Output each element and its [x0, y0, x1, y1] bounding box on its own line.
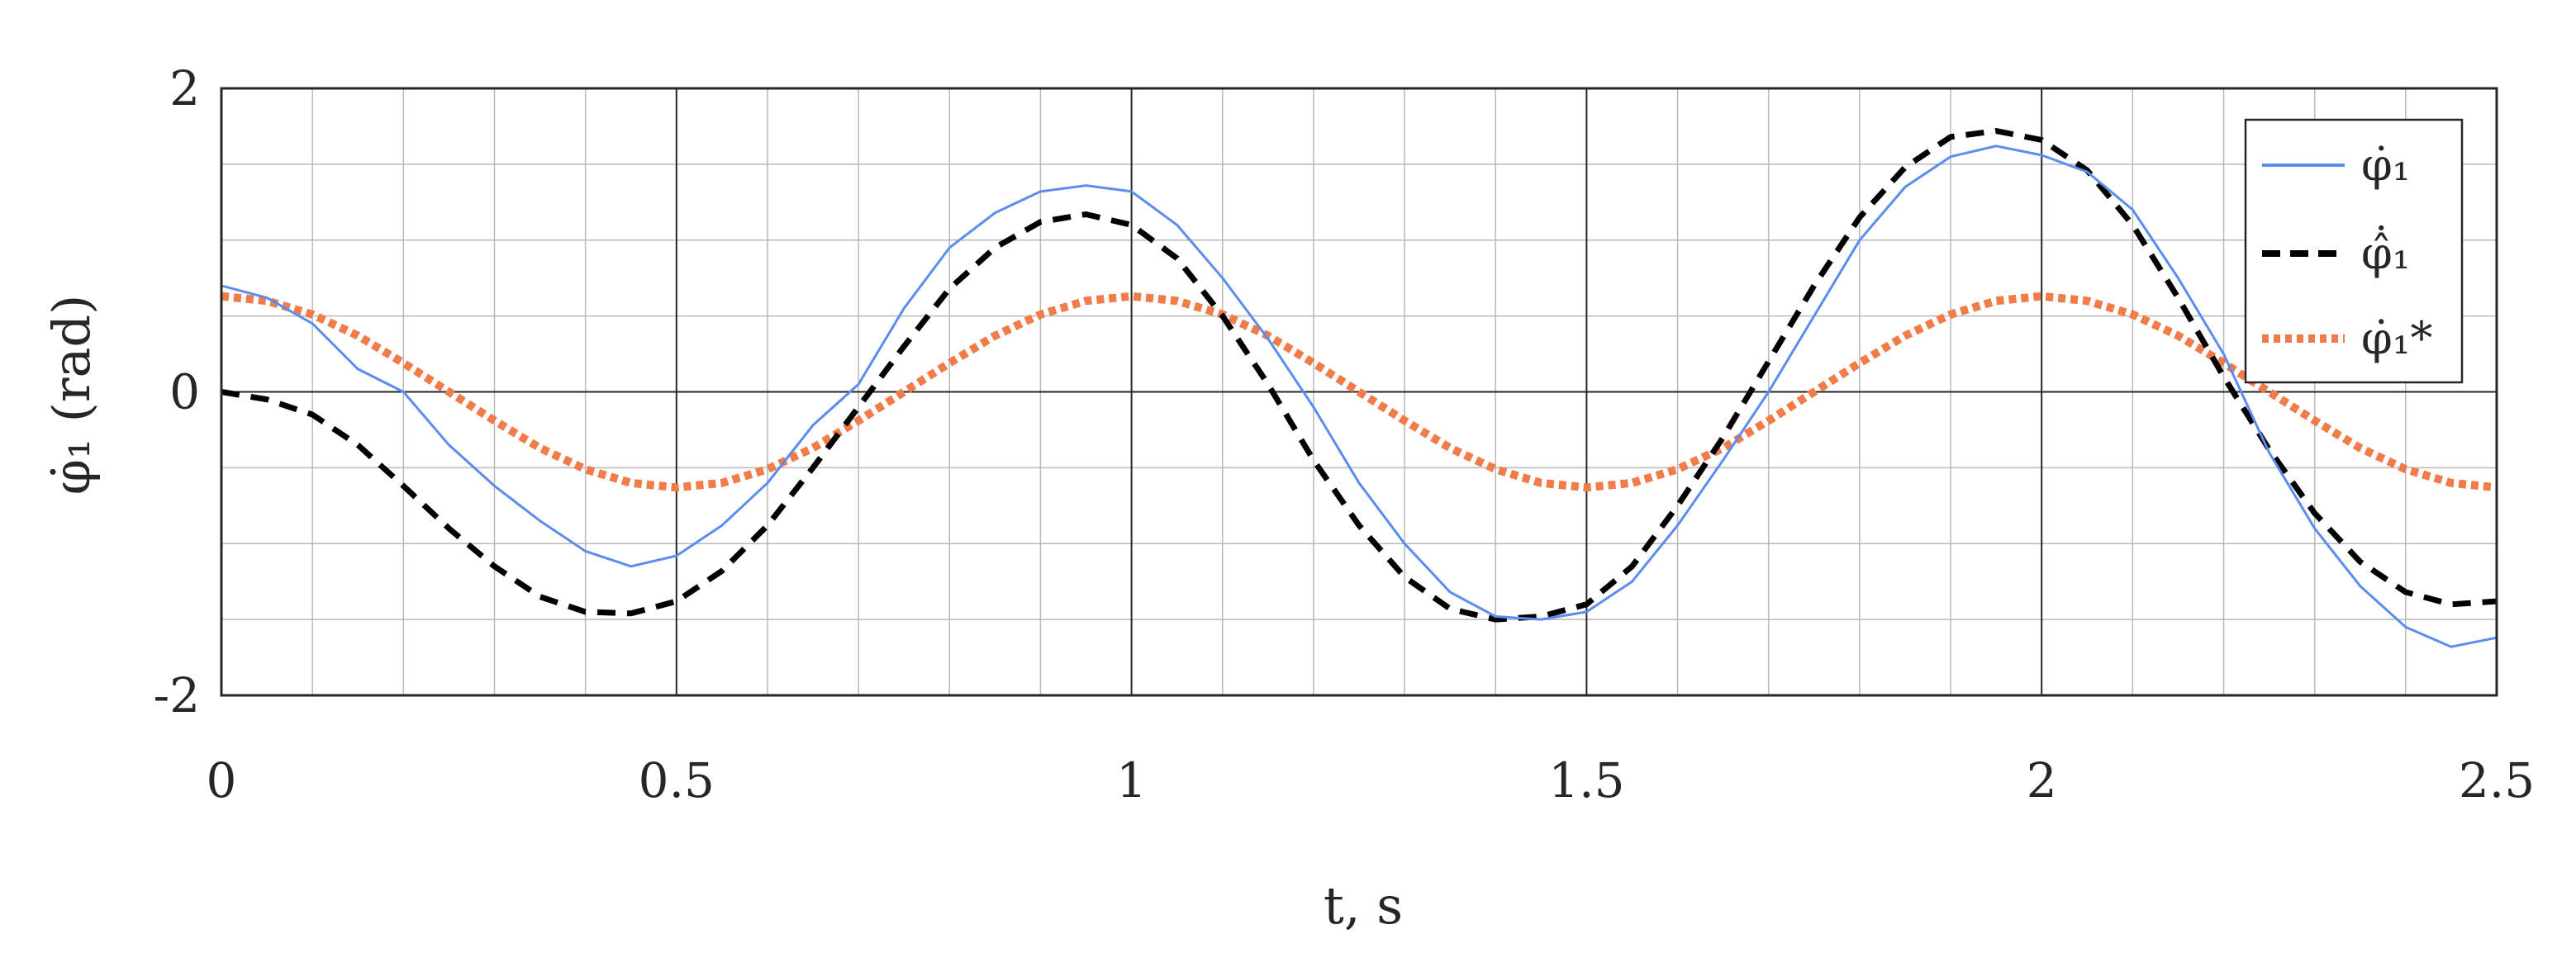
x-tick-label: 2.5	[2459, 752, 2535, 808]
x-tick-label: 0.5	[639, 752, 715, 808]
x-axis-label: t, s	[1324, 875, 1403, 936]
series-line-1	[221, 145, 2498, 648]
x-tick-label: 1	[1116, 752, 1147, 808]
plot-frame	[220, 87, 2498, 697]
x-tick-label: 0	[207, 752, 237, 808]
legend: φ̇₁ φ̂̇₁ φ̇₁*	[2244, 118, 2464, 384]
x-tick-labels: 0 0.5 1 1.5 2 2.5	[207, 752, 2536, 808]
legend-label-2: φ̂̇₁	[2361, 225, 2410, 279]
series-line-3	[221, 292, 2498, 492]
x-tick-label: 1.5	[1548, 752, 1624, 808]
y-tick-label: -2	[154, 667, 201, 723]
y-tick-label: 2	[169, 60, 200, 116]
series-line-2	[221, 128, 2498, 623]
legend-label-1: φ̇₁	[2361, 139, 2410, 191]
y-axis-label: φ̇₁ (rad)	[41, 295, 102, 495]
y-tick-labels: -2 0 2	[154, 60, 201, 723]
legend-label-3: φ̇₁*	[2361, 312, 2432, 364]
legend-box	[2244, 118, 2464, 384]
y-tick-label: 0	[169, 364, 200, 420]
series-layer	[221, 128, 2498, 648]
x-tick-label: 2	[2027, 752, 2057, 808]
